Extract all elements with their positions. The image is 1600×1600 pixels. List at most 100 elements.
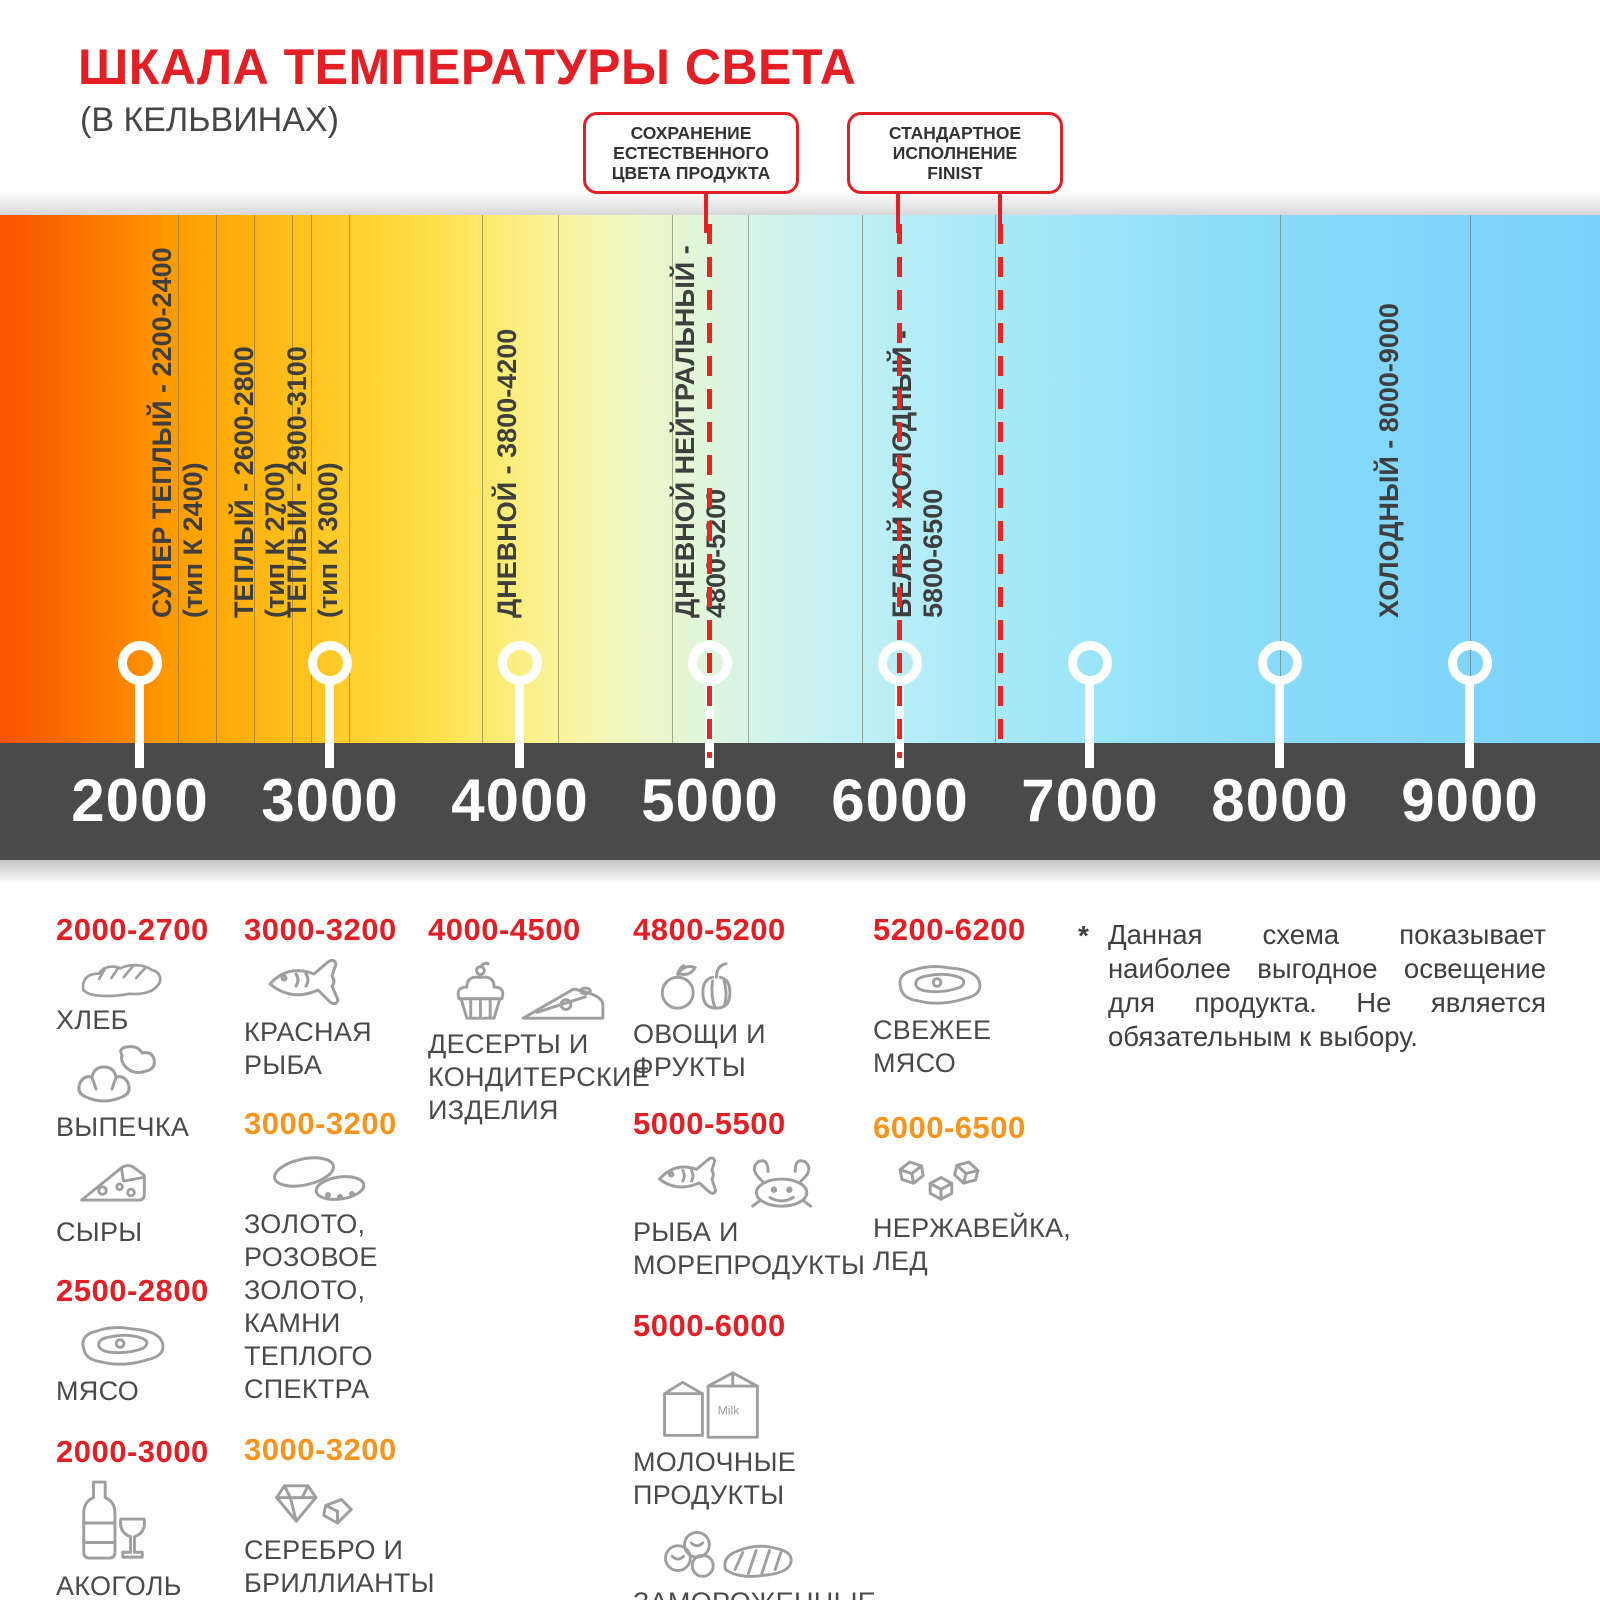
kelvin-axis-bar xyxy=(0,743,1600,860)
pin-marker-7000k xyxy=(1068,641,1112,685)
pin-marker-8000k xyxy=(1258,641,1302,685)
legend-label: СЫРЫ xyxy=(56,1217,143,1247)
pin-marker-2000k xyxy=(118,641,162,685)
callout-finist-standard: СТАНДАРТНОЕ ИСПОЛНЕНИЕ FINIST xyxy=(847,112,1063,194)
zone-divider xyxy=(254,215,255,743)
zone-label-type: 4800-5200 xyxy=(701,488,731,618)
legend-label: ЗОЛОТО, РОЗОВОЕ ЗОЛОТО, КАМНИ ТЕПЛОГО СП… xyxy=(244,1209,378,1404)
ice-cubes-icon xyxy=(898,1160,980,1201)
zone-label-text: ХОЛОДНЫЙ - 8000-9000 xyxy=(1374,303,1404,618)
legend-label: МЯСО xyxy=(56,1376,140,1406)
footnote-text: Данная схема показывает наиболее выгодно… xyxy=(1108,919,1546,1052)
fresh-meat-icon xyxy=(898,965,982,1005)
tick-6000: 6000 xyxy=(831,767,969,834)
legend-label: СЕРЕБРО И БРИЛЛИАНТЫ xyxy=(244,1535,435,1598)
range-heading: 5000-5500 xyxy=(633,1106,786,1141)
zone-label-text: ТЕПЛЫЙ - 2600-2800 xyxy=(229,346,259,618)
zone-divider xyxy=(216,215,217,743)
band-top-shadow xyxy=(0,191,1600,215)
zone-divider xyxy=(292,215,293,743)
meat-icon xyxy=(81,1326,165,1366)
legend-label: ОВОЩИ И ФРУКТЫ xyxy=(633,1019,766,1082)
pin-stem-2000k xyxy=(135,684,144,768)
range-heading: 3000-3200 xyxy=(244,1432,397,1467)
legend-label: ХЛЕБ xyxy=(56,1005,129,1035)
tick-5000: 5000 xyxy=(641,767,779,834)
zone-label-warm-3000: ТЕПЛЫЙ - 2900-3100 (тип К 3000) xyxy=(282,346,344,618)
zone-label-text: БЕЛЫЙ ХОЛОДНЫЙ - xyxy=(887,330,917,618)
zone-label-type: (тип К 2400) xyxy=(178,462,208,618)
zone-label-text: ТЕПЛЫЙ - 2900-3100 xyxy=(282,346,312,618)
zone-label-daylight-neutral: ДНЕВНОЙ НЕЙТРАЛЬНЫЙ - 4800-5200 xyxy=(670,245,732,618)
pin-marker-4000k xyxy=(498,641,542,685)
zone-label-cold: ХОЛОДНЫЙ - 8000-9000 xyxy=(1374,303,1405,618)
range-heading: 5000-6000 xyxy=(633,1308,786,1343)
pin-stem-9000k xyxy=(1465,684,1474,768)
legend-label: ЗАМОРОЖЕННЫЕ ПОЛУФАБРИКАТЫ xyxy=(633,1586,933,1600)
pin-stem-4000k xyxy=(515,684,524,768)
axis-bar-shadow xyxy=(0,860,1600,884)
diamond-icon xyxy=(275,1484,353,1525)
pin-stem-7000k xyxy=(1085,684,1094,768)
fish-icon xyxy=(268,958,340,1006)
legend-label: РЫБА И МОРЕПРОДУКТЫ xyxy=(633,1217,866,1280)
legend-label: КРАСНАЯ РЫБА xyxy=(244,1017,372,1080)
callout-stem xyxy=(704,189,708,233)
gold-rings-icon xyxy=(273,1156,366,1201)
zone-divider xyxy=(748,215,749,743)
zone-label-text: ДНЕВНОЙ - 3800-4200 xyxy=(492,328,522,618)
zone-divider xyxy=(672,215,673,743)
range-heading: 4800-5200 xyxy=(633,912,786,947)
seafood-icon xyxy=(658,1156,813,1208)
pin-stem-8000k xyxy=(1275,684,1284,768)
alcohol-icon xyxy=(82,1480,146,1560)
pin-marker-9000k xyxy=(1448,641,1492,685)
range-heading: 3000-3200 xyxy=(244,912,397,947)
pin-stem-3000k xyxy=(325,684,334,768)
zone-label-text: СУПЕР ТЕПЛЫЙ - 2200-2400 xyxy=(147,247,177,618)
zone-label-super-warm: СУПЕР ТЕПЛЫЙ - 2200-2400 (тип К 2400) xyxy=(147,247,209,618)
legend-column-1: 2000-2700 ХЛЕБ ВЫПЕЧКА СЫРЫ 2500-2800 МЯ… xyxy=(56,912,241,1600)
range-heading: 4000-4500 xyxy=(428,912,581,947)
zone-divider xyxy=(311,215,312,743)
croissant-icon xyxy=(77,1045,156,1103)
page-title: ШКАЛА ТЕМПЕРАТУРЫ СВЕТА xyxy=(78,39,857,95)
vegetables-icon xyxy=(660,962,732,1010)
zone-label-type: 5800-6500 xyxy=(918,488,948,618)
pin-marker-5000k xyxy=(688,641,732,685)
tick-3000: 3000 xyxy=(261,767,399,834)
legend-label: АКОГОЛЬ xyxy=(56,1571,182,1600)
zone-label-daylight: ДНЕВНОЙ - 3800-4200 xyxy=(492,329,523,618)
range-heading: 5200-6200 xyxy=(873,912,1026,947)
dashed-line-6500k xyxy=(998,224,1003,743)
zone-divider xyxy=(995,215,996,743)
range-heading: 2000-2700 xyxy=(56,912,209,947)
legend-column-4: 4800-5200 ОВОЩИ И ФРУКТЫ 5000-5500 РЫБА … xyxy=(633,912,933,1600)
footnote-marker: * xyxy=(1078,920,1089,951)
zone-label-type: (тип К 3000) xyxy=(313,462,343,618)
legend-label: НЕРЖАВЕЙКА, ЛЕД xyxy=(873,1213,1072,1276)
tick-9000: 9000 xyxy=(1401,767,1539,834)
milk-icon: Milk xyxy=(663,1371,759,1439)
page-subtitle: (В КЕЛЬВИНАХ) xyxy=(80,101,339,139)
legend-label: ВЫПЕЧКА xyxy=(56,1112,190,1142)
legend-label: СВЕЖЕЕ МЯСО xyxy=(873,1015,992,1078)
pin-marker-6000k xyxy=(878,641,922,685)
range-heading: 6000-6500 xyxy=(873,1110,1026,1145)
zone-divider xyxy=(482,215,483,743)
zone-divider xyxy=(862,215,863,743)
tick-2000: 2000 xyxy=(71,767,209,834)
dashed-line-6000k xyxy=(897,224,902,758)
cheese-icon xyxy=(80,1164,146,1202)
dashed-line-5000k xyxy=(707,224,712,758)
pin-marker-3000k xyxy=(308,641,352,685)
callout-natural-color: СОХРАНЕНИЕ ЕСТЕСТВЕННОГО ЦВЕТА ПРОДУКТА xyxy=(583,112,799,194)
zone-label-text: ДНЕВНОЙ НЕЙТРАЛЬНЫЙ - xyxy=(670,245,700,618)
legend-column-3: 4000-4500 ДЕСЕРТЫ И КОНДИТЕРСКИЕ ИЗДЕЛИЯ xyxy=(428,912,650,1127)
desserts-icon xyxy=(456,961,605,1020)
frozen-food-icon xyxy=(664,1530,793,1578)
callout-stem xyxy=(896,189,900,233)
legend-column-5: 5200-6200 СВЕЖЕЕ МЯСО 6000-6500 НЕРЖАВЕЙ… xyxy=(873,912,1078,1278)
tick-4000: 4000 xyxy=(451,767,589,834)
